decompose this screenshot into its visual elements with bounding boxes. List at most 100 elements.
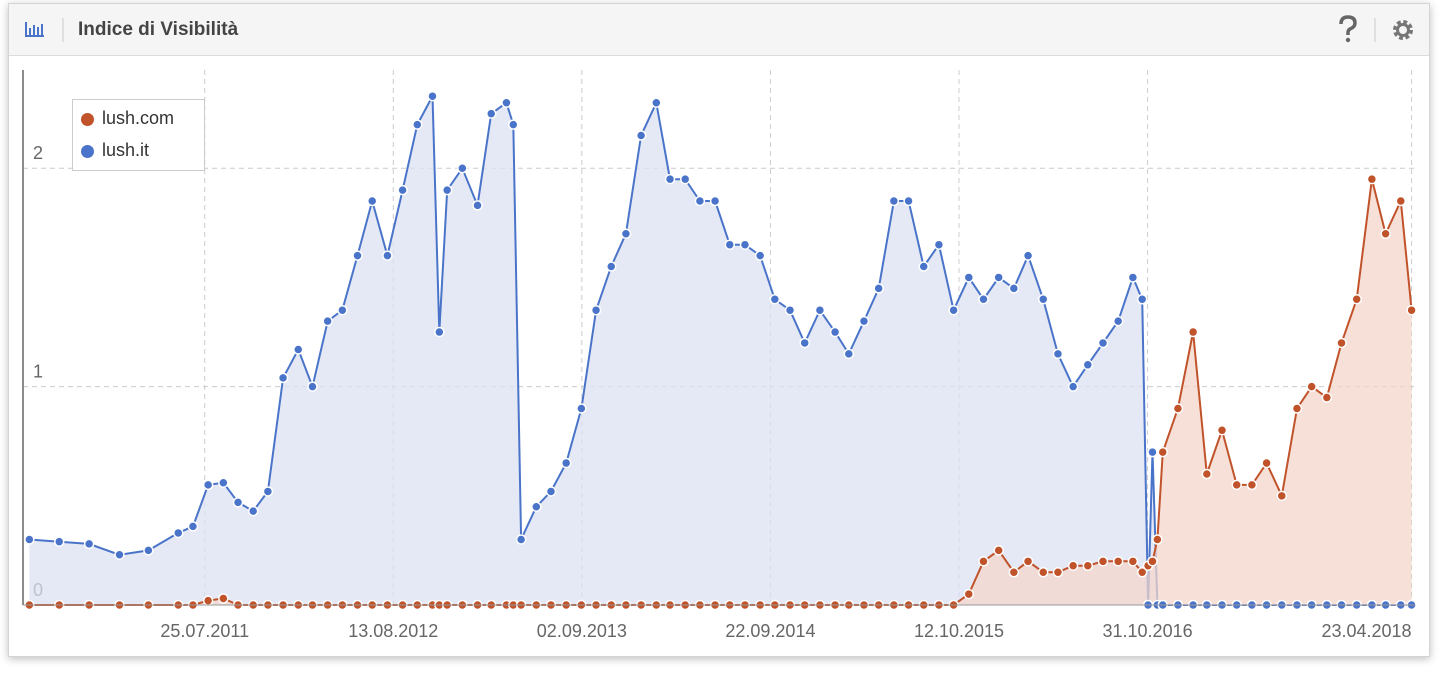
data-point [1067,381,1079,392]
data-point [1147,556,1158,567]
legend-swatch [81,144,94,158]
data-point [1276,490,1288,502]
legend: lush.com lush.it [72,99,205,171]
data-point [366,195,378,207]
data-point [873,283,884,294]
legend-entry[interactable]: lush.com [81,108,174,132]
data-point [202,595,214,606]
data-point [1127,272,1139,283]
data-point [605,261,617,272]
x-tick-label: 02.09.2013 [537,621,627,641]
data-point [143,545,154,556]
data-point [1380,228,1391,240]
data-point [888,195,900,207]
data-point [1008,566,1020,578]
data-point [352,250,363,261]
data-point [515,534,527,545]
data-point [635,130,647,141]
data-point [485,108,497,119]
x-tick-label: 25.07.2011 [160,621,249,641]
data-point [1395,195,1407,207]
data-point [664,173,676,185]
data-point [1037,566,1049,578]
data-point [993,272,1004,283]
data-point [1157,446,1169,458]
data-point [1136,294,1148,305]
data-point [293,344,304,355]
data-point [307,381,318,392]
data-point [709,195,721,207]
data-point [978,556,989,567]
data-point [1037,294,1049,305]
data-point [1201,468,1213,480]
data-point [1052,566,1064,578]
data-point [412,119,423,130]
help-icon[interactable] [1339,15,1357,35]
data-point [1127,556,1139,567]
data-point [694,195,706,207]
data-point [508,119,519,130]
data-point [1147,446,1158,458]
data-point [651,97,662,109]
data-point [434,326,445,338]
data-point [262,486,274,497]
data-point [1082,560,1094,571]
data-point [1152,534,1163,545]
data-point [382,250,393,261]
data-point [739,239,751,250]
settings-icon[interactable] [1393,20,1413,40]
data-point [590,304,602,316]
data-point [427,90,438,102]
data-point [1136,566,1148,578]
data-point [948,304,959,316]
data-point [769,294,781,305]
data-point [1082,359,1094,371]
data-point [232,497,244,508]
data-point [1008,283,1020,294]
data-point [1097,556,1109,567]
legend-swatch [81,112,94,126]
data-point [933,239,945,250]
data-point [501,97,512,109]
data-point [993,545,1004,556]
data-point [457,163,468,174]
data-point [277,372,289,384]
x-tick-label: 22.09.2014 [725,621,815,641]
area-fill [29,96,1412,605]
data-point [218,593,229,604]
data-point [784,304,796,316]
legend-label: lush.com [102,108,175,128]
data-point [322,315,333,327]
y-tick-label: 1 [33,361,43,381]
legend-entry[interactable]: lush.it [81,140,149,164]
data-point [218,477,229,488]
data-point [1246,479,1258,491]
data-point [799,337,810,349]
data-point [1097,337,1109,349]
data-point [1052,348,1064,360]
x-tick-label: 13.08.2012 [348,621,438,641]
data-point [114,549,125,561]
data-point [724,239,736,250]
data-point [202,479,214,491]
data-point [843,348,855,360]
data-point [1187,326,1199,338]
data-point [397,184,408,196]
data-point [1112,556,1124,567]
chart-icon[interactable] [25,22,44,37]
data-point [1321,392,1333,403]
data-point [560,457,572,469]
x-tick-label: 12.10.2015 [914,621,1004,641]
area-fill [29,179,1412,605]
data-point [53,536,65,547]
widget-header: Indice di Visibilità [9,4,1429,56]
data-point [978,294,989,305]
header-icons [25,15,1413,43]
x-tick-label: 31.10.2016 [1103,621,1193,641]
data-point [620,228,632,240]
data-point [1022,250,1034,261]
x-tick-label: 23.04.2018 [1321,621,1411,641]
data-point [754,250,766,261]
data-point [1261,457,1272,469]
